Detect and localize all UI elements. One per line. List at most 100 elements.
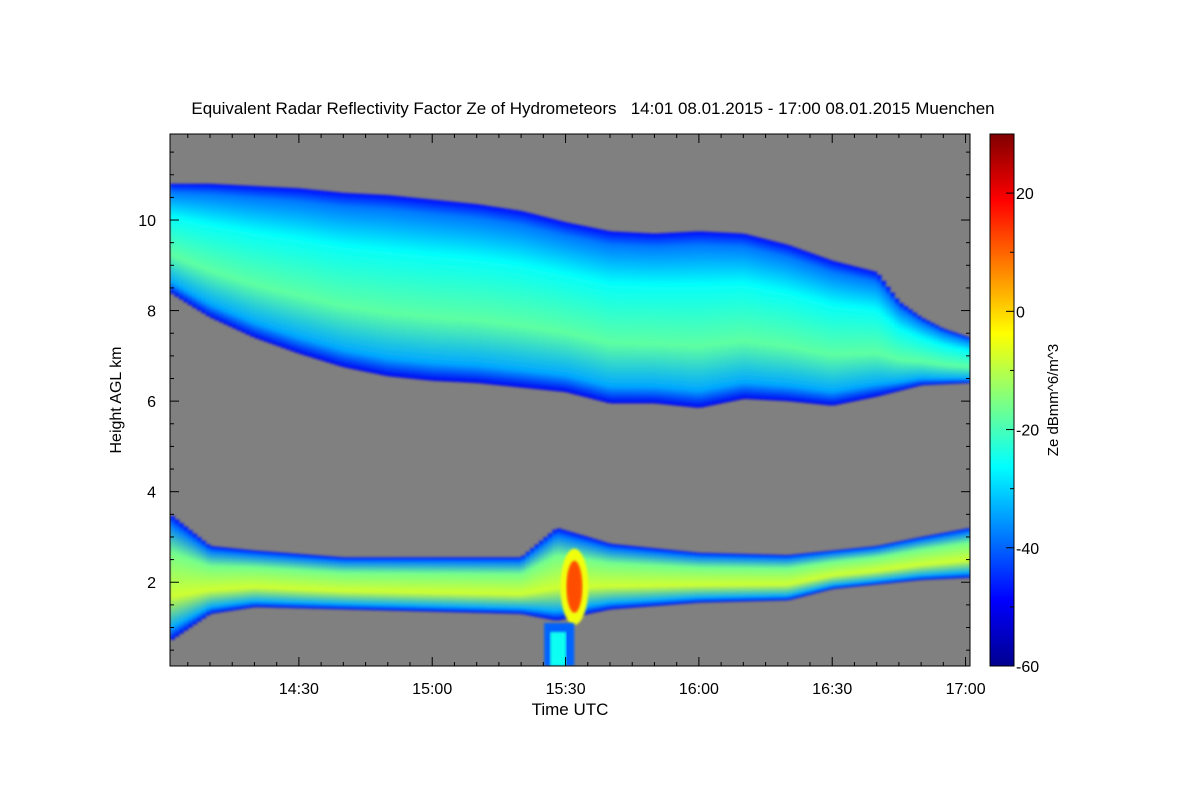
reflectivity-column — [307, 554, 313, 609]
reflectivity-column — [778, 554, 784, 601]
reflectivity-column — [676, 550, 682, 605]
reflectivity-column — [192, 533, 198, 625]
reflectivity-column — [961, 529, 967, 579]
reflectivity-column — [712, 232, 718, 405]
reflectivity-column — [396, 557, 402, 611]
reflectivity-column — [867, 270, 873, 398]
reflectivity-column — [943, 532, 949, 579]
reflectivity-column — [427, 557, 433, 612]
reflectivity-column — [490, 206, 496, 385]
reflectivity-column — [592, 539, 598, 613]
reflectivity-column — [187, 183, 193, 306]
reflectivity-column — [267, 551, 273, 608]
reflectivity-column — [810, 253, 816, 404]
reflectivity-column — [947, 330, 953, 384]
reflectivity-column — [810, 552, 816, 595]
reflectivity-column — [565, 222, 571, 393]
reflectivity-column — [681, 551, 687, 604]
reflectivity-column — [676, 232, 682, 406]
reflectivity-column — [445, 557, 451, 613]
reflectivity-column — [454, 557, 460, 613]
y-axis-label: Height AGL km — [108, 346, 125, 453]
reflectivity-column — [223, 547, 229, 612]
reflectivity-column — [636, 546, 642, 608]
reflectivity-column — [312, 555, 318, 609]
reflectivity-column — [730, 553, 736, 602]
reflectivity-column — [805, 553, 811, 596]
reflectivity-column — [570, 223, 576, 394]
reflectivity-column — [756, 554, 762, 602]
reflectivity-column — [898, 303, 904, 391]
reflectivity-column — [654, 548, 660, 606]
reflectivity-column — [343, 192, 349, 368]
reflectivity-column — [325, 191, 331, 363]
reflectivity-column — [614, 544, 620, 609]
reflectivity-column — [903, 540, 909, 582]
reflectivity-column — [347, 557, 353, 610]
x-tick-label: 16:30 — [812, 681, 852, 698]
reflectivity-column — [725, 232, 731, 403]
reflectivity-column — [756, 237, 762, 400]
reflectivity-column — [827, 550, 833, 590]
reflectivity-column — [618, 231, 624, 404]
reflectivity-column — [876, 545, 882, 585]
convective-core-peak — [566, 560, 583, 613]
y-tick-label: 6 — [147, 394, 156, 411]
reflectivity-column — [276, 187, 282, 347]
reflectivity-column — [614, 231, 620, 404]
reflectivity-column — [778, 243, 784, 401]
reflectivity-column — [294, 553, 300, 609]
reflectivity-column — [334, 192, 340, 366]
reflectivity-column — [245, 185, 251, 335]
reflectivity-column — [894, 298, 900, 392]
reflectivity-column — [738, 553, 744, 602]
reflectivity-column — [170, 183, 176, 294]
reflectivity-column — [601, 229, 607, 402]
reflectivity-column — [481, 205, 487, 384]
reflectivity-column — [921, 318, 927, 386]
reflectivity-column — [752, 554, 758, 602]
colorbar-tick-label: -60 — [1016, 659, 1039, 676]
y-tick-label: 10 — [138, 213, 156, 230]
reflectivity-column — [556, 220, 562, 392]
reflectivity-column — [623, 545, 629, 609]
reflectivity-column — [485, 557, 491, 614]
reflectivity-column — [907, 539, 913, 582]
reflectivity-column — [578, 225, 584, 397]
reflectivity-column — [823, 551, 829, 591]
reflectivity-column — [930, 323, 936, 385]
reflectivity-column — [587, 537, 593, 614]
reflectivity-column — [650, 548, 656, 607]
reflectivity-layers — [170, 183, 970, 666]
reflectivity-column — [770, 554, 776, 601]
reflectivity-column — [210, 546, 216, 614]
reflectivity-column — [290, 553, 296, 609]
reflectivity-column — [307, 189, 313, 357]
reflectivity-column — [783, 244, 789, 402]
reflectivity-column — [867, 546, 873, 586]
reflectivity-column — [627, 545, 633, 608]
reflectivity-column — [401, 196, 407, 378]
reflectivity-column — [876, 275, 882, 397]
reflectivity-column — [943, 329, 949, 385]
reflectivity-column — [436, 557, 442, 612]
colorbar-bar — [989, 133, 1015, 667]
reflectivity-column — [801, 250, 807, 403]
reflectivity-column — [890, 542, 896, 583]
reflectivity-column — [352, 557, 358, 610]
reflectivity-column — [645, 233, 651, 404]
y-tick-label: 8 — [147, 304, 156, 321]
reflectivity-column — [178, 523, 184, 634]
reflectivity-column — [298, 554, 304, 609]
reflectivity-column — [174, 183, 180, 297]
reflectivity-column — [383, 195, 389, 376]
reflectivity-column — [254, 186, 260, 339]
reflectivity-column — [392, 195, 398, 377]
reflectivity-column — [783, 555, 789, 601]
reflectivity-column — [418, 557, 424, 612]
reflectivity-column — [952, 332, 958, 384]
reflectivity-column — [743, 554, 749, 602]
reflectivity-column — [818, 256, 824, 405]
reflectivity-column — [881, 280, 887, 395]
reflectivity-column — [227, 548, 233, 611]
